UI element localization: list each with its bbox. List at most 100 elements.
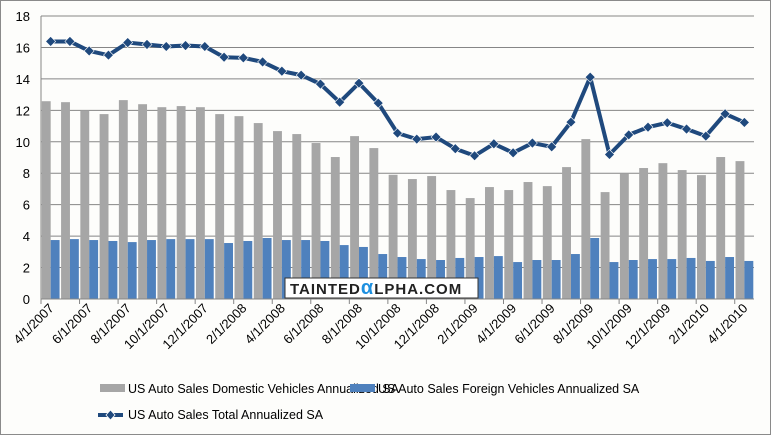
legend-swatch-domestic	[100, 384, 125, 392]
total-point	[642, 121, 654, 133]
bar-domestic	[253, 123, 263, 300]
total-point	[103, 49, 114, 61]
bar-foreign	[378, 254, 388, 299]
bar-domestic	[581, 139, 591, 299]
bar-foreign	[69, 239, 79, 299]
bar-domestic	[716, 157, 726, 299]
bar-domestic	[234, 116, 244, 299]
legend-label-foreign: US Auto Sales Foreign Vehicles Annualize…	[378, 382, 640, 396]
bar-foreign	[262, 237, 272, 299]
bar-foreign	[108, 240, 118, 299]
x-tick-label: 2/1/2010	[666, 301, 712, 347]
bar-foreign	[127, 242, 137, 299]
bar-foreign	[513, 262, 523, 299]
bar-domestic	[427, 176, 437, 299]
total-point	[392, 127, 403, 139]
bar-foreign	[493, 256, 503, 299]
total-point	[681, 123, 692, 135]
total-point	[546, 141, 558, 153]
bar-foreign	[147, 240, 156, 299]
legend-item-total: US Auto Sales Total Annualized SA	[98, 408, 324, 422]
x-tick-label: 6/1/2008	[280, 301, 326, 347]
bar-domestic	[696, 175, 706, 299]
watermark-alpha: α	[361, 277, 374, 299]
bar-domestic	[41, 101, 51, 299]
legend-label-total: US Auto Sales Total Annualized SA	[128, 408, 324, 422]
bar-domestic	[176, 106, 186, 299]
bar-domestic	[619, 173, 629, 299]
bar-foreign	[204, 239, 214, 299]
y-tick-label: 8	[23, 166, 30, 181]
bar-foreign	[725, 257, 735, 299]
bar-domestic	[99, 114, 109, 300]
bar-domestic	[195, 107, 205, 299]
y-tick-label: 2	[23, 261, 30, 276]
total-point	[507, 147, 519, 159]
y-tick-label: 4	[23, 229, 30, 244]
total-point	[584, 71, 596, 83]
bar-domestic	[273, 131, 282, 299]
bar-domestic	[446, 190, 456, 299]
bar-domestic	[80, 110, 90, 299]
svg-text:TAINTEDαLPHA.COM: TAINTEDαLPHA.COM	[290, 277, 462, 299]
total-point	[661, 117, 673, 129]
bar-foreign	[648, 259, 657, 299]
bar-domestic	[542, 186, 552, 299]
bar-domestic	[504, 190, 514, 299]
legend-label-domestic: US Auto Sales Domestic Vehicles Annualiz…	[128, 382, 400, 396]
bar-domestic	[465, 198, 475, 299]
y-tick-label: 16	[16, 40, 30, 55]
x-tick-label: 6/1/2007	[49, 301, 95, 347]
bar-foreign	[705, 260, 715, 299]
bar-domestic	[677, 170, 687, 299]
bar-foreign	[628, 260, 638, 299]
bar-domestic	[407, 179, 417, 299]
total-point	[83, 45, 95, 57]
total-point	[160, 41, 172, 52]
bar-domestic	[215, 114, 225, 300]
y-tick-label: 0	[23, 292, 30, 307]
total-point	[623, 129, 635, 141]
total-point	[353, 77, 365, 89]
total-point	[719, 108, 731, 120]
bar-domestic	[600, 192, 610, 299]
legend-item-foreign: US Auto Sales Foreign Vehicles Annualize…	[350, 382, 640, 396]
total-point	[314, 78, 326, 90]
total-point	[295, 69, 307, 81]
bars	[41, 100, 754, 300]
x-tick-label: 2/1/2009	[434, 301, 480, 347]
total-point	[141, 39, 153, 50]
bar-domestic	[639, 168, 649, 299]
legend-marker-total	[105, 409, 116, 421]
bar-domestic	[118, 100, 128, 299]
bar-domestic	[311, 143, 321, 299]
total-point	[604, 149, 615, 160]
watermark-text-post: LPHA.COM	[374, 281, 462, 298]
x-tick-label: 6/1/2009	[511, 301, 557, 347]
bar-foreign	[474, 257, 484, 299]
bar-foreign	[339, 245, 349, 299]
y-tick-label: 10	[16, 135, 30, 150]
total-point	[469, 150, 481, 162]
total-point	[526, 137, 538, 149]
bar-foreign	[224, 243, 234, 299]
total-point	[257, 56, 269, 68]
legend-item-domestic: US Auto Sales Domestic Vehicles Annualiz…	[100, 382, 400, 396]
total-point	[449, 143, 461, 155]
bar-foreign	[281, 240, 291, 299]
bar-domestic	[157, 107, 167, 299]
bar-domestic	[350, 136, 360, 299]
bar-foreign	[570, 254, 580, 299]
watermark: TAINTEDαLPHA.COM	[284, 277, 479, 299]
bar-domestic	[523, 182, 533, 299]
bar-foreign	[320, 240, 330, 299]
bar-foreign	[532, 260, 542, 299]
total-point	[430, 131, 442, 143]
bar-foreign	[609, 262, 619, 299]
bar-foreign	[185, 239, 195, 299]
total-point	[411, 133, 423, 145]
bar-domestic	[330, 157, 340, 299]
total-point	[199, 41, 211, 52]
total-point	[565, 116, 577, 128]
bar-foreign	[50, 240, 60, 299]
